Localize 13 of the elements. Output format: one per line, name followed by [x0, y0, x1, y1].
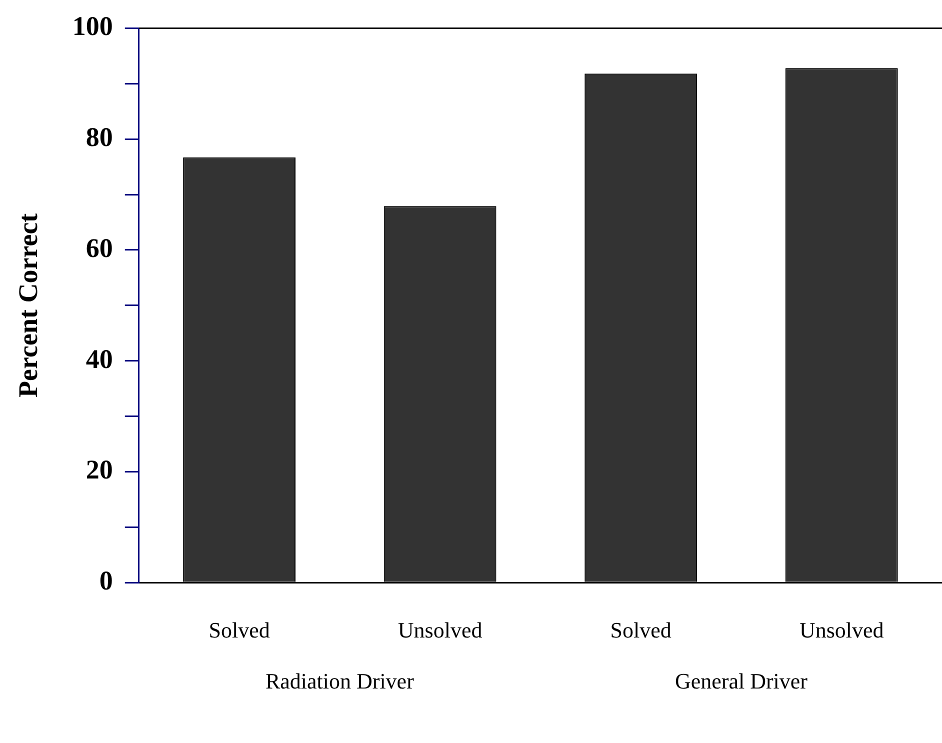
y-tick-label: 80	[86, 122, 113, 152]
x-tick-label: Solved	[208, 618, 270, 643]
y-tick-label: 40	[86, 344, 113, 374]
y-tick-label: 20	[86, 454, 113, 485]
x-tick-label: Unsolved	[799, 618, 884, 643]
y-axis-title: Percent Correct	[13, 213, 44, 398]
y-tick-label: 100	[72, 11, 113, 42]
x-tick-label: Solved	[610, 618, 672, 643]
text: General Driver	[674, 668, 808, 694]
text: Radiation Driver	[265, 668, 415, 694]
x-tick-label: Unsolved	[398, 618, 482, 643]
y-tick-label: 0	[99, 566, 113, 596]
y-tick-label: 60	[86, 232, 113, 263]
